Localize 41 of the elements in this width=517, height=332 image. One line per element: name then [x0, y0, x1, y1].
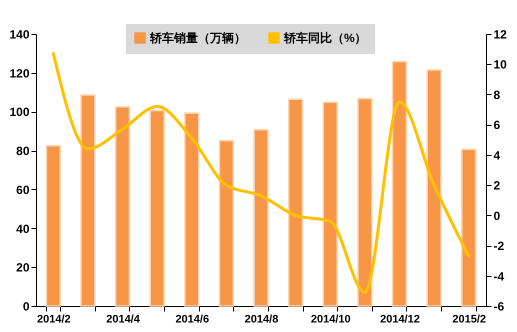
y2-tick-label: -4	[494, 269, 504, 284]
x-tick-label: 2014/4	[106, 314, 141, 326]
y-tick-label: 100	[9, 105, 30, 120]
bar	[357, 98, 373, 307]
bar	[184, 112, 200, 307]
y2-tick-label: 8	[494, 88, 500, 102]
x-tick-label: 2014/8	[244, 314, 278, 326]
y2-tick-label: 6	[494, 118, 500, 132]
legend-label: 轿车同比（%）	[283, 31, 367, 45]
y-tick-label: 140	[9, 28, 30, 42]
bar	[426, 69, 442, 307]
y-tick-label: 80	[16, 144, 30, 158]
bar	[46, 144, 61, 307]
bar	[253, 129, 269, 307]
y-tick-label: 20	[16, 260, 30, 275]
legend-label: 轿车销量（万辆）	[149, 31, 246, 45]
bar	[218, 140, 234, 307]
y2-tick-label: 10	[494, 58, 508, 72]
y-tick-label: 60	[16, 182, 30, 197]
bar	[322, 101, 338, 307]
y2-tick-label: 2	[494, 178, 500, 193]
y-tick-label: 40	[16, 222, 30, 236]
bar	[80, 94, 96, 307]
x-tick-label: 2014/12	[380, 314, 420, 326]
y2-tick-label: 4	[494, 148, 500, 162]
line-series	[52, 52, 470, 294]
y2-tick-label: -2	[494, 239, 504, 254]
y2-tick-label: 12	[494, 28, 508, 42]
x-tick-label: 2014/6	[175, 314, 210, 326]
y-tick-label: 0	[22, 300, 30, 314]
bar	[114, 106, 130, 307]
bar	[149, 110, 165, 307]
y-tick-label: 120	[9, 66, 30, 80]
x-tick-label: 2015/2	[452, 314, 486, 326]
x-tick-label: 2014/10	[310, 314, 351, 326]
bar	[288, 98, 304, 307]
bar	[392, 60, 408, 307]
x-tick-label: 2014/2	[36, 314, 71, 326]
y2-tick-label: -6	[494, 300, 504, 314]
bar	[461, 148, 476, 307]
y2-tick-label: 0	[494, 208, 500, 223]
